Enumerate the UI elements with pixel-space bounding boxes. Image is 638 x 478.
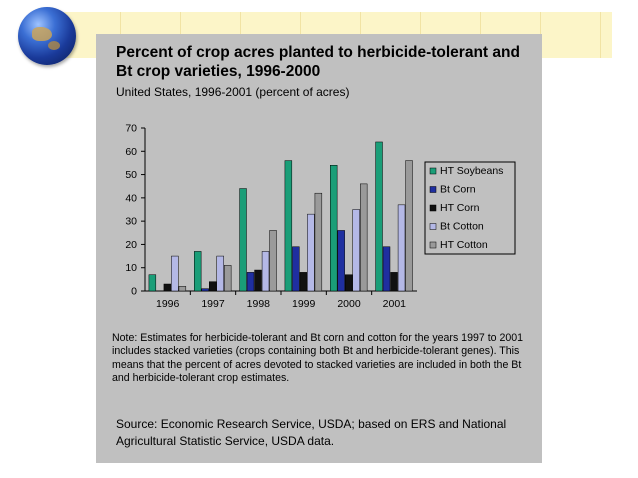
- legend-swatch: [429, 167, 437, 175]
- legend-swatch: [429, 223, 437, 230]
- bar-ht-corn: [299, 272, 308, 292]
- bar-ht-corn: [254, 269, 262, 292]
- bar-ht-soybeans: [194, 251, 202, 292]
- x-tick-label: 2000: [337, 298, 361, 310]
- legend-swatch: [429, 186, 437, 193]
- legend-label: HT Corn: [440, 202, 480, 214]
- bar-ht-cotton: [224, 265, 232, 292]
- x-tick-label: 1998: [247, 298, 271, 310]
- bar-ht-corn: [390, 272, 398, 292]
- bar-ht-soybeans: [284, 160, 293, 292]
- legend-label: Bt Corn: [440, 184, 476, 196]
- bar-ht-cotton: [405, 160, 413, 292]
- bar-ht-soybeans: [375, 141, 383, 292]
- y-tick-label: 70: [125, 123, 137, 135]
- y-tick-label: 50: [125, 169, 137, 181]
- bar-bt-corn: [337, 230, 345, 292]
- x-tick-label: 1997: [201, 298, 225, 310]
- legend-swatch: [429, 241, 437, 249]
- chart-note: Note: Estimates for herbicide-tolerant a…: [112, 332, 524, 385]
- y-tick-label: 30: [125, 216, 137, 228]
- legend-box: [424, 161, 516, 255]
- legend-label: Bt Cotton: [440, 221, 484, 233]
- bar-ht-soybeans: [330, 165, 338, 292]
- x-tick-label: 1999: [292, 298, 316, 310]
- bar-ht-cotton: [269, 230, 277, 292]
- legend-swatch: [429, 204, 437, 212]
- bar-ht-soybeans: [148, 274, 157, 292]
- bar-bt-corn: [201, 288, 209, 292]
- y-tick-label: 60: [125, 146, 137, 158]
- globe-icon: [18, 7, 76, 65]
- bar-bt-corn: [246, 272, 255, 292]
- legend-label: HT Cotton: [440, 239, 488, 251]
- bar-ht-corn: [209, 281, 217, 292]
- x-tick-label: 2001: [383, 298, 407, 310]
- bar-bt-corn: [292, 246, 300, 292]
- bar-ht-corn: [345, 274, 353, 292]
- bar-ht-cotton: [360, 183, 368, 292]
- bar-ht-corn: [163, 283, 172, 292]
- bar-bt-cotton: [171, 255, 179, 292]
- chart-source: Source: Economic Research Service, USDA;…: [116, 417, 507, 448]
- bar-bt-cotton: [216, 255, 224, 292]
- bar-bt-corn: [382, 246, 391, 292]
- y-tick-label: 0: [131, 286, 137, 298]
- y-tick-label: 10: [125, 262, 137, 274]
- bar-ht-cotton: [178, 286, 187, 292]
- bar-ht-soybeans: [239, 188, 247, 292]
- bar-bt-cotton: [261, 251, 270, 292]
- y-tick-label: 20: [125, 239, 137, 251]
- y-tick-label: 40: [125, 192, 137, 204]
- chart-subtitle: United States, 1996-2001 (percent of acr…: [116, 85, 350, 99]
- bar-bt-cotton: [352, 209, 360, 292]
- legend-label: HT Soybeans: [440, 165, 503, 177]
- chart-title: Percent of crop acres planted to herbici…: [116, 44, 520, 80]
- x-tick-label: 1996: [156, 298, 180, 310]
- bar-bt-cotton: [397, 204, 406, 292]
- bar-ht-cotton: [314, 192, 323, 292]
- bar-bt-cotton: [307, 213, 315, 292]
